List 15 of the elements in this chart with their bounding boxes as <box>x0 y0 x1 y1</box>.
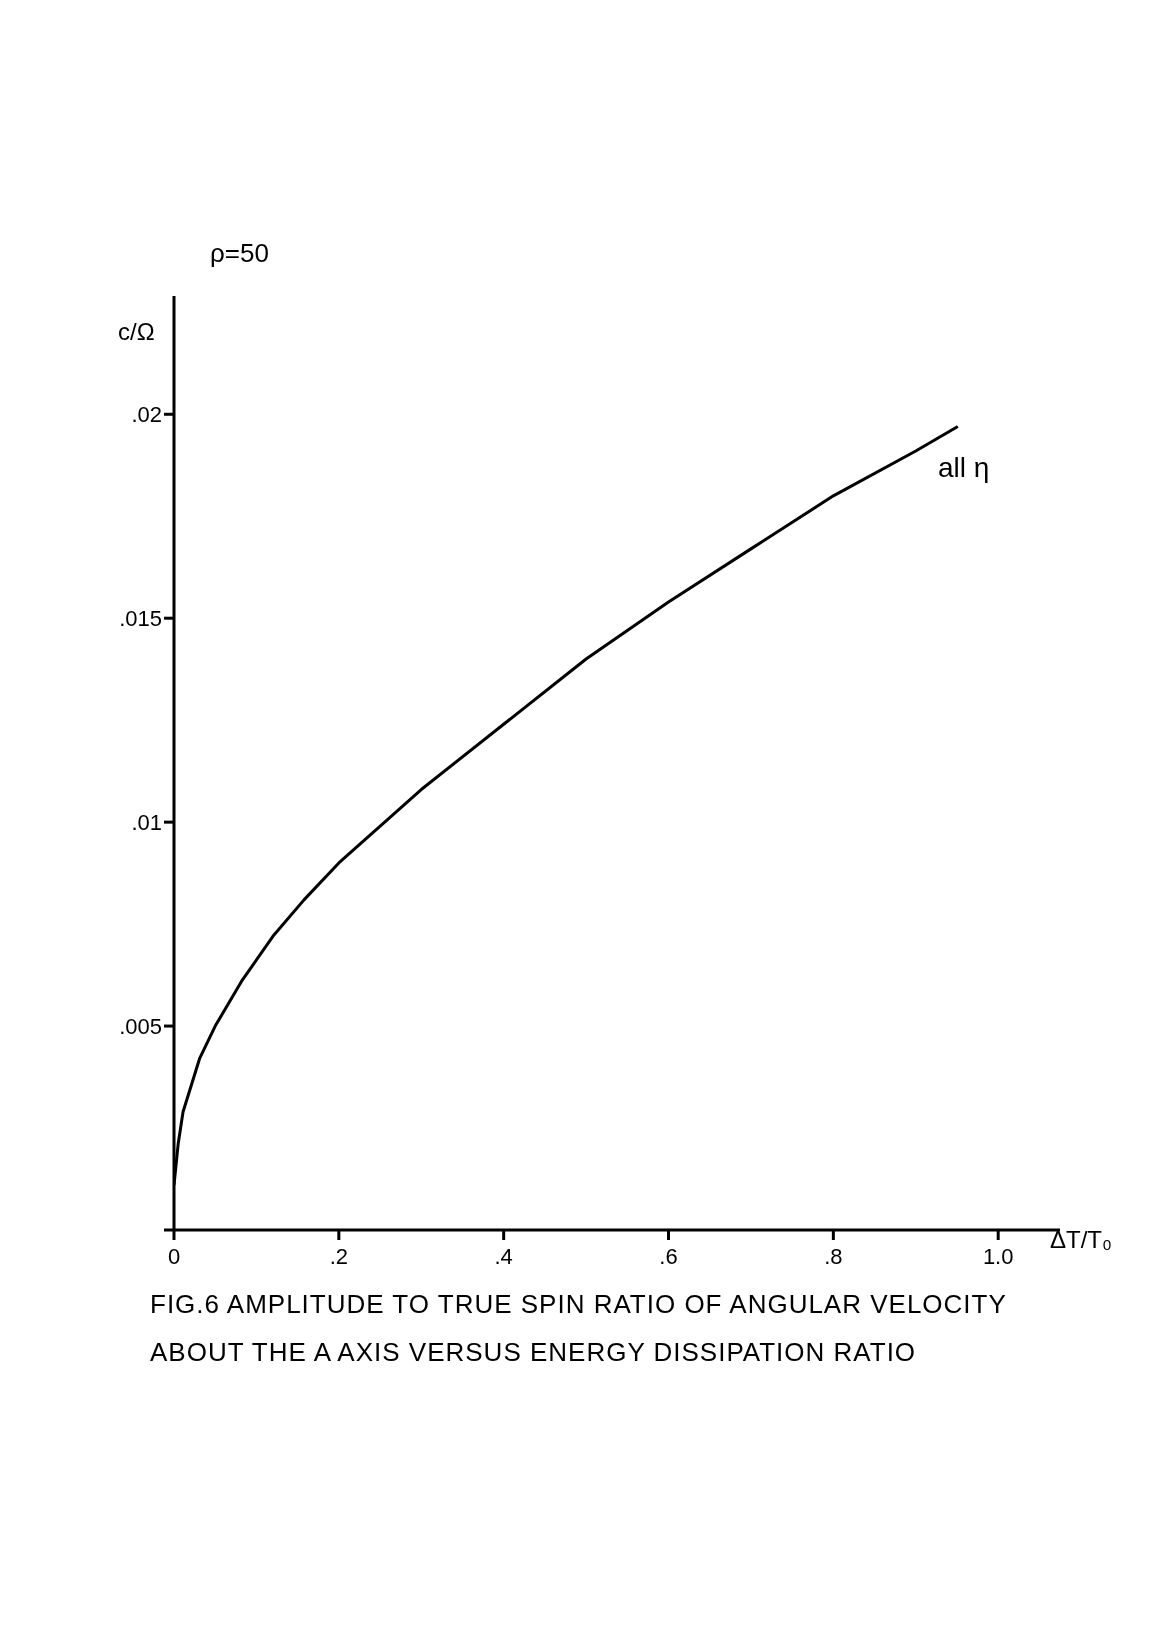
x-tick-label: .2 <box>329 1244 349 1269</box>
annotation: all η <box>938 452 990 484</box>
x-tick-label: .4 <box>494 1244 513 1269</box>
x-tick-label: .8 <box>824 1244 843 1269</box>
text: ρ=50 <box>210 238 269 269</box>
y-tick-label: .005 <box>119 1013 162 1039</box>
x-axis-title: ΔT/T₀ <box>1050 1226 1112 1254</box>
y-tick-label: .02 <box>131 402 162 428</box>
x-tick-label: 1.0 <box>982 1244 1014 1269</box>
y-tick-label: .015 <box>119 606 162 632</box>
y-axis-title: c/Ω <box>118 318 155 346</box>
x-tick-label: 0 <box>167 1244 181 1269</box>
text: FIG.6 AMPLITUDE TO TRUE SPIN RATIO OF ANGULAR VELOCITY ABOUT THE A AXIS VERSUS ENERGY DISSIPATION RATIO <box>150 1288 1008 1369</box>
x-tick-label: .6 <box>659 1244 678 1269</box>
y-tick-label: .01 <box>131 809 162 835</box>
